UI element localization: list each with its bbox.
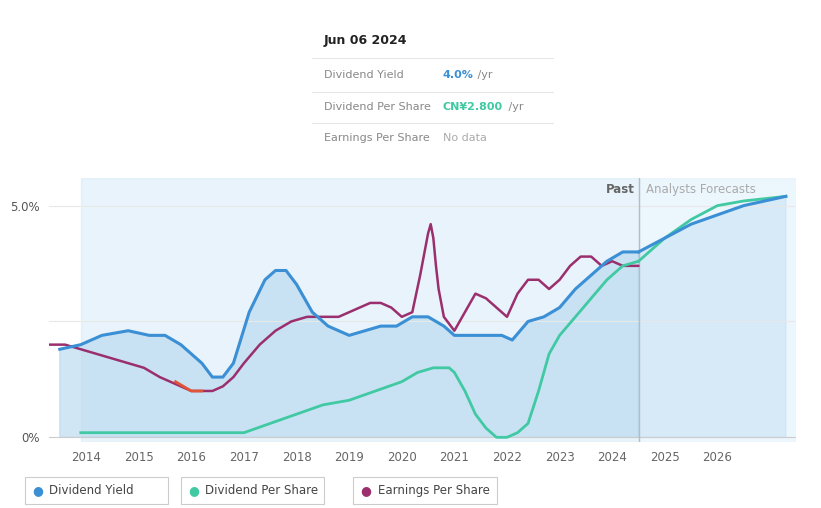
Text: ●: ● <box>32 484 44 497</box>
Text: ●: ● <box>360 484 372 497</box>
Bar <box>639 178 796 442</box>
Text: Earnings Per Share: Earnings Per Share <box>378 484 489 497</box>
Text: /yr: /yr <box>475 70 493 80</box>
Text: Dividend Yield: Dividend Yield <box>49 484 134 497</box>
Polygon shape <box>60 252 639 437</box>
Text: No data: No data <box>443 133 487 143</box>
Text: 4.0%: 4.0% <box>443 70 474 80</box>
Text: Dividend Yield: Dividend Yield <box>324 70 404 80</box>
Text: CN¥2.800: CN¥2.800 <box>443 102 503 112</box>
Polygon shape <box>639 196 786 437</box>
Text: Analysts Forecasts: Analysts Forecasts <box>646 183 756 196</box>
Text: /yr: /yr <box>505 102 523 112</box>
Text: Dividend Per Share: Dividend Per Share <box>205 484 319 497</box>
Text: Past: Past <box>606 183 635 196</box>
Text: ●: ● <box>188 484 200 497</box>
Bar <box>80 178 639 442</box>
Text: Dividend Per Share: Dividend Per Share <box>324 102 431 112</box>
Text: Jun 06 2024: Jun 06 2024 <box>324 34 407 47</box>
Text: Earnings Per Share: Earnings Per Share <box>324 133 430 143</box>
